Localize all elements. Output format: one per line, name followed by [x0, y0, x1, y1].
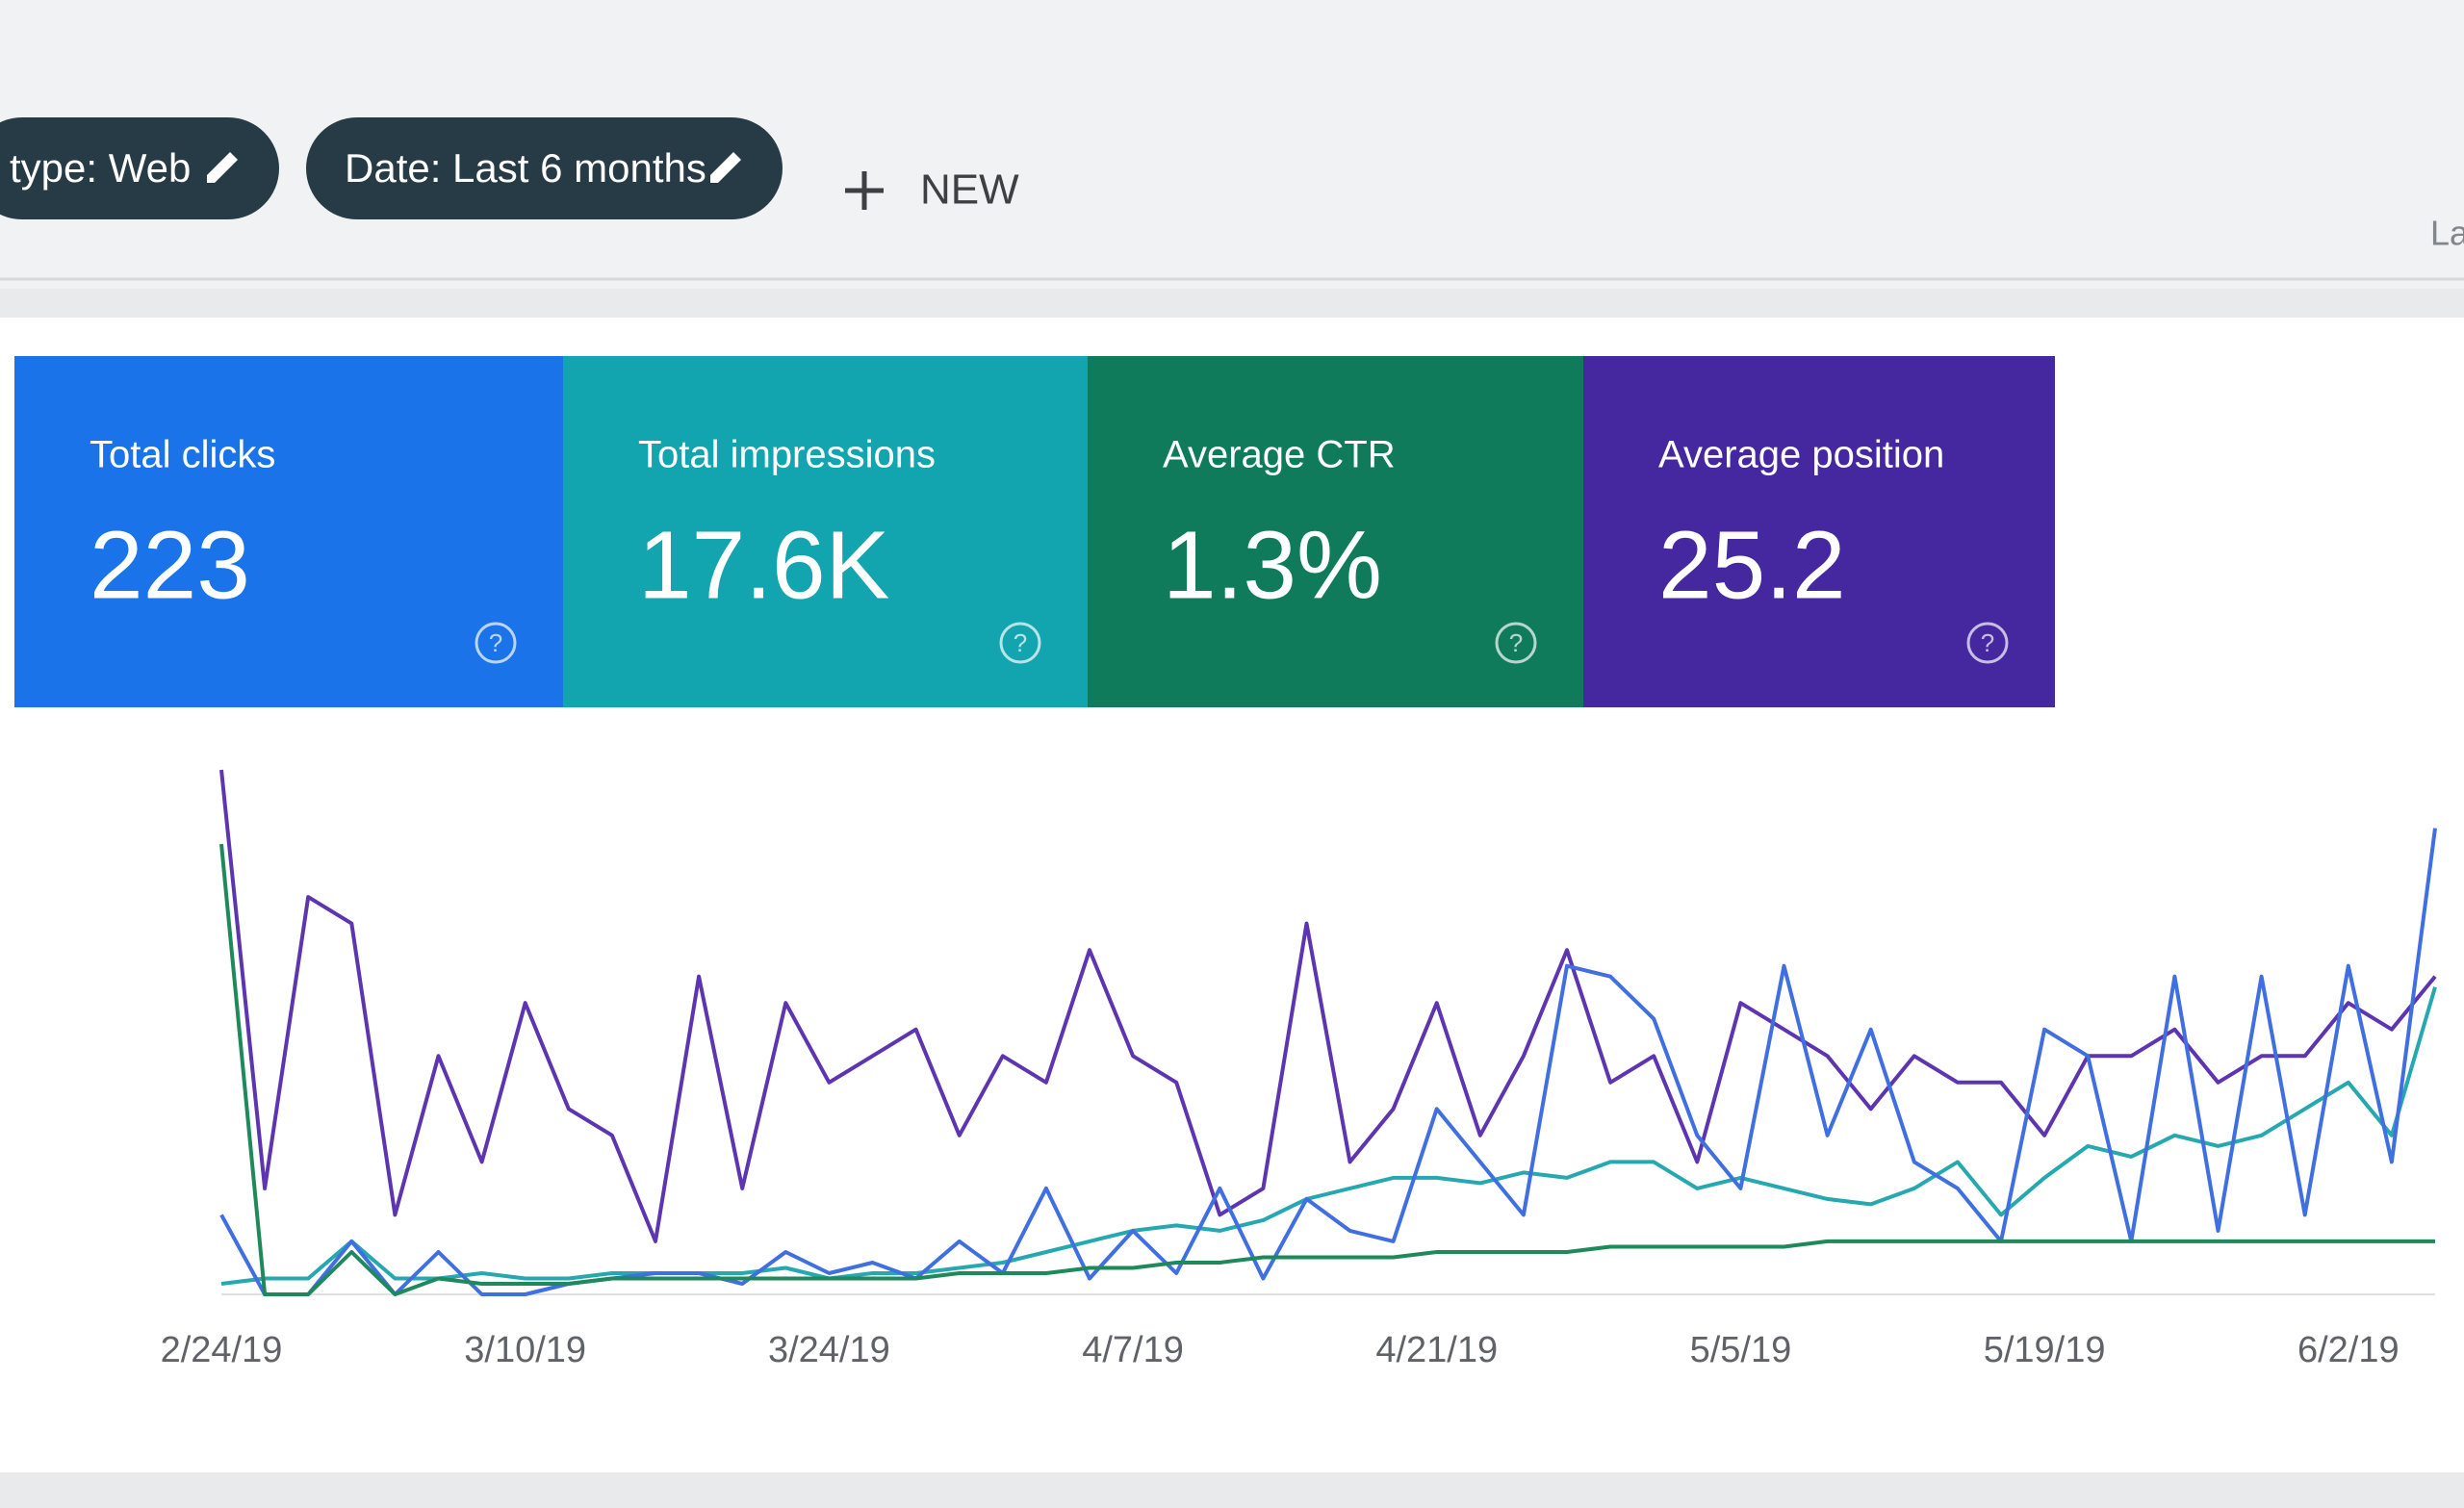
metric-value: 223 — [90, 511, 250, 619]
help-icon — [1495, 622, 1537, 664]
help-glyph: ? — [489, 628, 502, 657]
card-background — [563, 356, 1088, 707]
card-background — [1088, 356, 1583, 707]
x-tick-label: 6/2/19 — [2297, 1330, 2400, 1370]
chip-label: Date: Last 6 months — [345, 145, 706, 191]
card-background — [1583, 356, 2055, 707]
card-background — [14, 356, 563, 707]
chip-background — [306, 117, 783, 219]
metric-value: 17.6K — [638, 511, 889, 619]
metric-card[interactable]: Total impressions 17.6K? — [563, 356, 1088, 707]
x-tick-label: 5/5/19 — [1690, 1330, 1792, 1370]
metric-value: 25.2 — [1658, 511, 1846, 619]
help-icon — [475, 622, 517, 664]
x-tick-label: 4/7/19 — [1082, 1330, 1184, 1370]
help-glyph: ? — [1509, 628, 1523, 657]
new-label: NEW — [920, 166, 1019, 214]
metric-label: Average CTR — [1163, 434, 1396, 476]
corner-text: La — [2430, 214, 2464, 253]
x-tick-label: 3/10/19 — [464, 1330, 586, 1370]
metric-label: Total impressions — [638, 434, 936, 476]
metric-label: Average position — [1658, 434, 1944, 476]
chip-label: type: Web — [10, 145, 191, 191]
x-tick-label: 5/19/19 — [1984, 1330, 2106, 1370]
metric-card[interactable]: Average CTR 1.3%? — [1088, 356, 1583, 707]
metric-card[interactable]: Average position 25.2? — [1583, 356, 2055, 707]
series-line — [220, 986, 2437, 1286]
help-icon — [1966, 622, 2009, 664]
help-icon — [999, 622, 1041, 664]
edit-icon — [710, 152, 741, 183]
help-glyph: ? — [1014, 628, 1027, 657]
series-line — [219, 769, 2437, 1243]
help-glyph: ? — [1981, 628, 1994, 657]
x-tick-label: 4/21/19 — [1375, 1330, 1498, 1370]
filter-chip[interactable]: Date: Last 6 months — [306, 117, 783, 219]
edit-icon — [207, 152, 238, 183]
filter-chip[interactable]: type: Web — [0, 117, 279, 219]
x-tick-label: 2/24/19 — [161, 1330, 283, 1370]
metric-label: Total clicks — [90, 434, 275, 476]
metric-value: 1.3% — [1163, 511, 1382, 619]
new-button[interactable]: NEW — [845, 166, 1019, 214]
series-line — [219, 843, 2435, 1296]
metric-card[interactable]: Total clicks 223? — [14, 356, 563, 707]
x-tick-label: 3/24/19 — [768, 1330, 890, 1370]
chip-background — [0, 117, 279, 219]
